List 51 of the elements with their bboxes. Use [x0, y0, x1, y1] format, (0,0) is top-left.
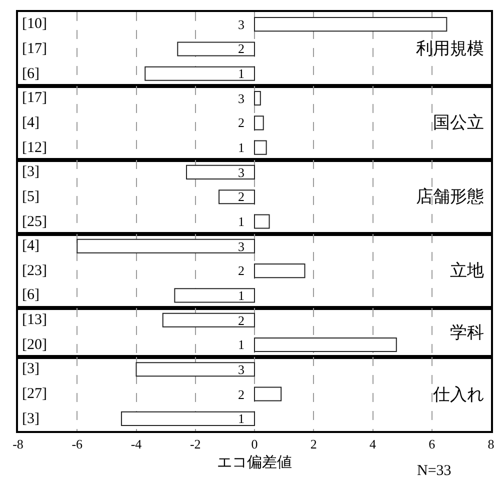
- y2-tick-label: 2: [238, 41, 244, 56]
- y-tick-label: [13]: [22, 312, 47, 328]
- annotation: 利用規模: [416, 39, 484, 58]
- annotation: 学科: [450, 323, 484, 342]
- x-tick-label: -8: [12, 436, 24, 452]
- x-axis-title: エコ偏差値: [217, 454, 292, 472]
- y-tick-label: [25]: [22, 214, 47, 230]
- y-tick-label: [17]: [22, 41, 47, 57]
- x-tick-label: 8: [488, 436, 494, 452]
- y2-tick-label: 3: [238, 17, 244, 32]
- x-tick-label: 6: [428, 436, 436, 452]
- y2-tick-label: 3: [238, 239, 244, 254]
- y-tick-label: [17]: [22, 90, 47, 106]
- x-tick-label: 2: [310, 436, 317, 452]
- y-tick-label: [6]: [22, 66, 40, 82]
- y2-tick-label: 2: [238, 115, 244, 130]
- annotation: 仕入れ: [432, 385, 484, 404]
- y2-tick-label: 3: [238, 165, 244, 180]
- y-tick-label: [5]: [22, 189, 40, 205]
- y-tick-label: [3]: [22, 164, 40, 180]
- x-tick-label: -4: [130, 436, 142, 452]
- y2-tick-label: 2: [238, 387, 244, 402]
- x-tick-label: 4: [370, 436, 376, 452]
- y2-tick-label: 1: [238, 140, 244, 155]
- y2-tick-label: 3: [238, 91, 244, 106]
- y2-tick-label: 2: [238, 263, 244, 278]
- y2-tick-label: 1: [238, 288, 244, 303]
- text: N=33: [417, 463, 452, 479]
- y2-tick-label: 1: [238, 337, 244, 352]
- y2-tick-label: 2: [238, 189, 244, 204]
- y2-tick-label: 3: [238, 362, 244, 377]
- annotation: 国公立: [433, 113, 484, 132]
- y-tick-label: [20]: [22, 337, 47, 353]
- x-tick-label: -6: [72, 436, 84, 452]
- y2-tick-label: 1: [238, 66, 244, 81]
- y-tick-label: [6]: [22, 287, 40, 303]
- y2-tick-label: 1: [238, 411, 244, 426]
- y-tick-label: [3]: [22, 411, 40, 427]
- y2-tick-label: 2: [238, 313, 244, 328]
- y-tick-label: [23]: [22, 263, 47, 279]
- x-tick-label: 0: [251, 436, 258, 452]
- y-tick-label: [27]: [22, 386, 47, 402]
- annotation: 立地: [450, 261, 484, 280]
- y-tick-label: [3]: [22, 361, 40, 377]
- y2-tick-label: 1: [238, 214, 244, 229]
- annotation: 店舗形態: [416, 187, 484, 206]
- y-tick-label: [12]: [22, 140, 47, 156]
- y-tick-label: [4]: [22, 115, 40, 131]
- x-tick-label: -2: [190, 436, 201, 452]
- y-tick-label: [4]: [22, 238, 40, 254]
- y-tick-label: [10]: [22, 16, 47, 32]
